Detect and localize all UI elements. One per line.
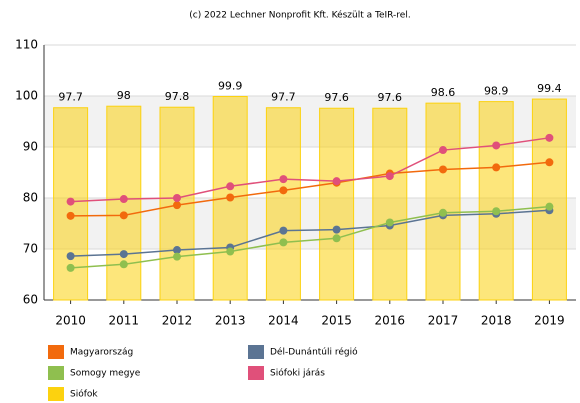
point — [332, 177, 341, 186]
legend-label: Siófoki járás — [270, 368, 325, 379]
legend-label: Somogy megye — [70, 369, 141, 379]
y-tick-label: 70 — [23, 242, 38, 256]
point — [279, 226, 288, 235]
legend-swatch — [248, 366, 264, 380]
y-tick-label: 80 — [23, 191, 38, 205]
point — [119, 211, 128, 220]
point — [385, 172, 394, 181]
point — [173, 201, 181, 210]
bar — [212, 96, 248, 301]
point — [279, 175, 288, 184]
point — [173, 194, 181, 202]
legend-label: Magyarország — [70, 348, 133, 358]
point — [66, 252, 75, 261]
point — [439, 146, 447, 155]
point — [279, 238, 288, 247]
line — [70, 205, 550, 269]
point — [545, 202, 554, 211]
point — [332, 234, 341, 243]
point — [66, 197, 75, 206]
x-tick-label: 2019 — [534, 314, 565, 328]
line — [70, 161, 550, 217]
x-tick-label: 2016 — [375, 314, 406, 328]
point — [385, 218, 394, 227]
x-tick-label: 2014 — [268, 314, 299, 328]
point — [226, 193, 235, 202]
y-tick-label: 110 — [15, 38, 38, 52]
point — [66, 263, 75, 272]
bar — [531, 98, 567, 301]
x-tick-label: 2010 — [55, 314, 86, 328]
y-tick-label: 60 — [23, 293, 38, 307]
x-tick-label: 2013 — [215, 314, 246, 328]
line — [70, 209, 550, 257]
point — [545, 133, 554, 142]
point — [439, 165, 447, 174]
point — [173, 246, 181, 255]
value-label: 97.6 — [378, 91, 403, 104]
legend-swatch — [48, 387, 64, 401]
point — [492, 207, 501, 216]
legend-swatch — [248, 345, 264, 359]
point — [226, 182, 235, 191]
value-label: 97.8 — [165, 90, 190, 103]
y-tick-label: 90 — [23, 140, 38, 154]
point — [119, 250, 128, 259]
legend-label: Siófok — [70, 389, 98, 400]
point — [173, 252, 181, 261]
point — [66, 211, 75, 220]
bar — [265, 107, 301, 301]
point — [119, 260, 128, 269]
bar — [372, 107, 408, 301]
value-label: 99.4 — [537, 82, 562, 95]
legend-label: Dél-Dunántúli régió — [270, 347, 358, 358]
x-tick-label: 2017 — [428, 314, 459, 328]
value-label: 98 — [117, 89, 131, 102]
value-label: 99.9 — [218, 80, 243, 93]
bar — [106, 105, 142, 301]
point — [492, 141, 501, 150]
chart-title: (c) 2022 Lechner Nonprofit Kft. Készült … — [189, 10, 410, 21]
value-label: 97.7 — [271, 91, 296, 104]
point — [545, 158, 554, 167]
point — [492, 163, 501, 172]
point — [279, 186, 288, 195]
legend-swatch — [48, 366, 64, 380]
value-label: 98.6 — [431, 86, 456, 99]
point — [119, 195, 128, 204]
bar — [319, 107, 355, 301]
bar — [478, 101, 514, 301]
x-tick-label: 2018 — [481, 314, 512, 328]
legend-swatch — [48, 345, 64, 359]
line — [70, 137, 550, 203]
x-tick-label: 2012 — [162, 314, 193, 328]
bar — [425, 102, 461, 301]
value-label: 97.7 — [58, 91, 83, 104]
point — [439, 208, 447, 217]
x-tick-label: 2011 — [109, 314, 140, 328]
point — [332, 225, 341, 234]
y-tick-label: 100 — [15, 89, 38, 103]
value-label: 98.9 — [484, 85, 509, 98]
value-label: 97.6 — [324, 91, 349, 104]
x-tick-label: 2015 — [321, 314, 352, 328]
point — [226, 247, 235, 256]
